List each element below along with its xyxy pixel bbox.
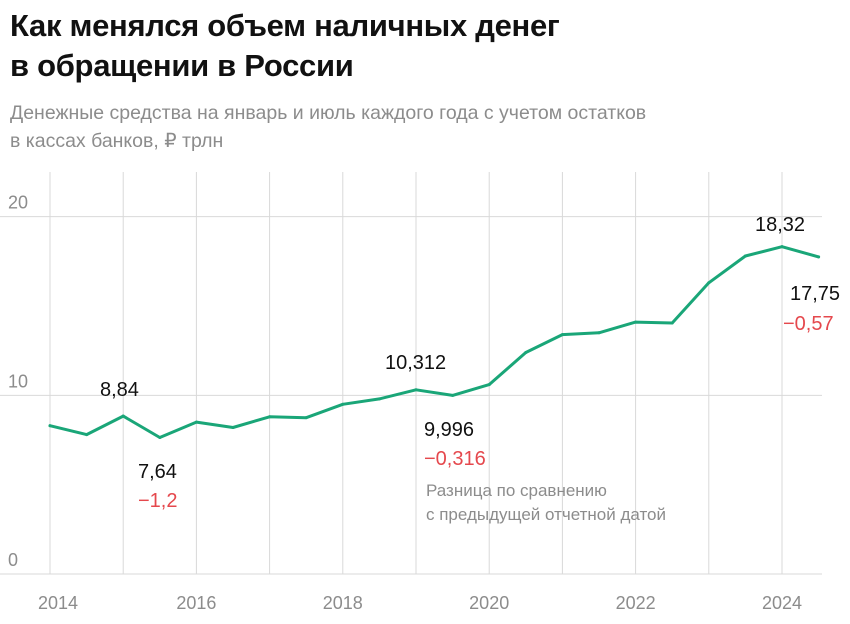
note-line2: с предыдущей отчетной датой — [426, 505, 666, 524]
data-point — [85, 433, 89, 437]
x-tick-label: 2014 — [38, 593, 78, 613]
data-point — [48, 424, 52, 428]
difference-label: −0,57 — [783, 313, 834, 335]
x-tick-label: 2018 — [323, 593, 363, 613]
chart-title-line1: Как менялся объем наличных денег — [10, 8, 560, 43]
data-point — [817, 255, 821, 259]
data-point — [194, 420, 198, 424]
chart-annotations: 8,84 7,64 −1,2 10,312 9,996 −0,316 18,32 17,75 −… — [100, 214, 840, 524]
data-point — [268, 415, 272, 419]
chart-subtitle: Денежные средства на январь и июль каждо… — [10, 99, 840, 155]
data-point — [231, 425, 235, 429]
chart-grid — [0, 172, 822, 575]
y-tick-label: 0 — [8, 550, 18, 570]
y-tick-label: 10 — [8, 371, 28, 391]
x-tick-label: 2016 — [176, 593, 216, 613]
data-point — [524, 350, 528, 354]
chart-subtitle-line2: в кассах банков, ₽ трлн — [10, 130, 224, 152]
x-tick-label: 2022 — [616, 593, 656, 613]
difference-label: −1,2 — [138, 490, 177, 512]
data-point — [597, 331, 601, 335]
value-label: 8,84 — [100, 379, 139, 401]
data-point — [304, 416, 308, 420]
x-tick-label: 2024 — [762, 593, 802, 613]
data-point — [377, 397, 381, 401]
difference-label: −0,316 — [424, 448, 486, 470]
chart-series — [48, 245, 821, 439]
data-point — [743, 254, 747, 258]
data-point — [487, 383, 491, 387]
data-point — [707, 281, 711, 285]
data-point — [560, 333, 564, 337]
data-point — [158, 435, 162, 439]
value-label: 7,64 — [138, 461, 177, 483]
data-point — [414, 388, 418, 392]
data-point — [634, 320, 638, 324]
data-point — [670, 321, 674, 325]
data-point — [341, 402, 345, 406]
data-point — [780, 245, 784, 249]
chart-subtitle-line1: Денежные средства на январь и июль каждо… — [10, 102, 647, 124]
value-label: 10,312 — [385, 352, 446, 374]
value-label: 9,996 — [424, 419, 474, 441]
y-tick-label: 20 — [8, 193, 28, 213]
x-tick-label: 2020 — [469, 593, 509, 613]
value-label: 17,75 — [790, 283, 840, 305]
chart-title-line2: в обращении в России — [10, 48, 354, 83]
value-label: 18,32 — [755, 214, 805, 236]
note-line1: Разница по сравнению — [426, 481, 607, 500]
chart-axis-labels: 0 10 20 2014 2016 2018 2020 2022 2024 — [8, 193, 802, 613]
series-line — [48, 245, 821, 439]
chart-title: Как менялся объем наличных денег в обращ… — [10, 6, 830, 86]
data-point — [121, 414, 125, 418]
data-point — [451, 393, 455, 397]
